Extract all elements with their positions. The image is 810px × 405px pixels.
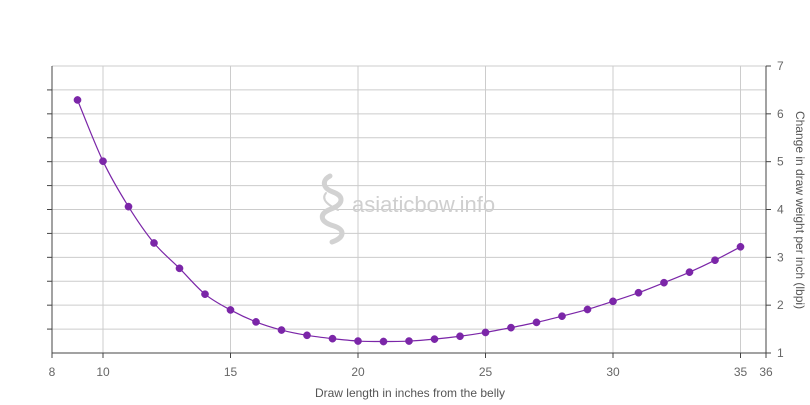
data-point — [481, 328, 490, 337]
x-tick-label: 30 — [606, 365, 620, 379]
x-tick-label: 15 — [224, 365, 238, 379]
y-tick-label: 4 — [777, 203, 784, 217]
x-tick-label: 8 — [49, 365, 56, 379]
data-point — [583, 305, 592, 314]
x-tick-label: 10 — [96, 365, 110, 379]
grid — [52, 65, 766, 353]
y-tick-label: 7 — [777, 59, 784, 73]
data-point — [201, 290, 209, 299]
watermark: asiaticbow.info — [319, 173, 495, 245]
data-point — [73, 96, 82, 104]
data-point — [736, 242, 745, 251]
x-tick-label: 20 — [351, 365, 365, 379]
data-point — [277, 326, 286, 334]
data-point — [405, 337, 413, 345]
data-point — [379, 337, 388, 346]
data-point — [532, 318, 541, 327]
data-point — [150, 239, 158, 247]
data-point — [660, 278, 668, 287]
x-tick-label: 25 — [479, 365, 493, 379]
watermark-snake-icon — [319, 173, 345, 245]
data-point — [558, 312, 566, 321]
data-point — [456, 332, 464, 341]
x-tick-label: 35 — [734, 365, 748, 379]
y-tick-label: 1 — [777, 346, 784, 360]
data-point — [226, 306, 235, 314]
data-point — [685, 268, 694, 277]
y-tick-label: 6 — [777, 107, 784, 121]
watermark-text: asiaticbow.info — [352, 192, 495, 217]
data-point — [507, 323, 515, 332]
data-point — [124, 202, 133, 211]
data-point — [354, 337, 362, 345]
data-point — [430, 335, 439, 343]
x-tick-label: 36 — [759, 365, 773, 379]
data-point — [303, 331, 311, 340]
y-tick-label: 2 — [777, 298, 784, 312]
axes: 1 2 3 4 5 6 7 8 10 15 20 25 30 35 36 — [47, 59, 784, 379]
watermark-snake-detail-icon — [323, 192, 339, 211]
data-point — [252, 318, 260, 326]
y-axis-title: Change in draw weight per inch (lbpi) — [793, 111, 807, 309]
data-point — [328, 334, 337, 343]
data-point — [175, 264, 184, 273]
y-tick-label: 3 — [777, 250, 784, 264]
data-point — [711, 256, 719, 265]
data-point — [609, 297, 617, 306]
data-point — [634, 288, 643, 297]
data-point — [99, 157, 107, 166]
x-axis-title: Draw length in inches from the belly — [315, 386, 505, 400]
series-layer — [73, 96, 745, 346]
y-tick-label: 5 — [777, 155, 784, 169]
